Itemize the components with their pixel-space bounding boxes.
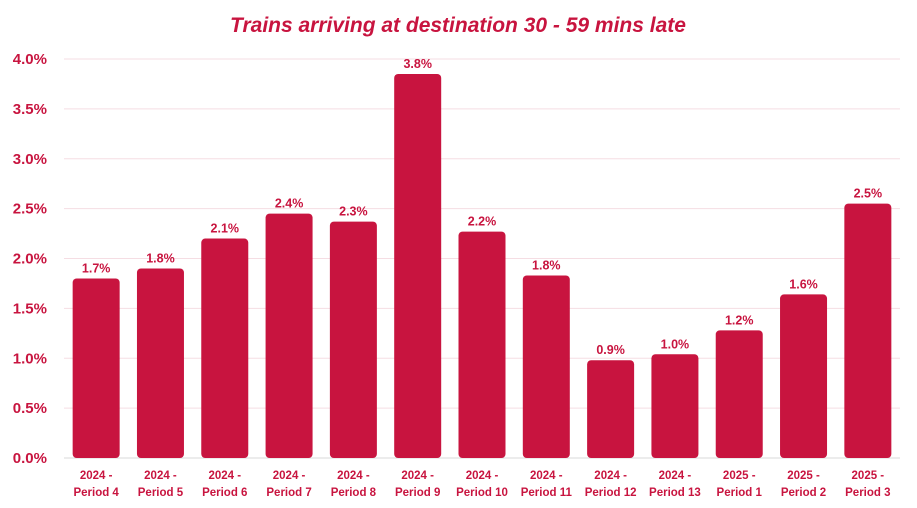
data-label: 1.2% [725, 313, 754, 327]
bar [265, 213, 313, 458]
bars [72, 73, 892, 459]
bar [136, 268, 184, 458]
bar [651, 354, 699, 458]
y-tick-label: 0.5% [13, 400, 47, 417]
data-label: 2.2% [468, 215, 497, 229]
x-tick-label: 2025 -Period 1 [717, 470, 763, 499]
bar [844, 203, 892, 458]
y-tick-label: 1.0% [13, 350, 47, 367]
x-tick-label: 2024 -Period 6 [202, 470, 247, 499]
y-tick-label: 4.0% [13, 51, 47, 68]
y-axis: 0.0% 0.5% 1.0% 1.5% 2.0% 2.5% 3.0% 3.5% 4.0% [13, 51, 47, 467]
x-tick-label: 2024 -Period 7 [266, 470, 311, 499]
y-tick-label: 2.5% [13, 201, 47, 218]
y-tick-label: 3.5% [13, 101, 47, 118]
x-tick-label: 2025 -Period 3 [845, 470, 890, 499]
bar [329, 221, 377, 458]
data-label: 2.4% [275, 197, 304, 211]
x-tick-label: 2024 -Period 4 [73, 470, 119, 499]
x-tick-label: 2024 -Period 5 [138, 470, 184, 499]
data-label: 2.1% [211, 222, 240, 236]
x-tick-label: 2024 -Period 9 [395, 470, 440, 499]
x-tick-label: 2024 -Period 10 [456, 470, 508, 499]
y-tick-label: 2.0% [13, 251, 47, 268]
data-label: 2.5% [854, 187, 883, 201]
x-tick-label: 2024 -Period 12 [585, 470, 637, 499]
data-label: 1.7% [82, 261, 111, 275]
x-axis: 2024 -Period 4 2024 -Period 5 2024 -Period… [73, 470, 890, 499]
data-label: 0.9% [596, 343, 625, 357]
y-tick-label: 0.0% [13, 450, 47, 467]
x-tick-label: 2024 -Period 11 [521, 470, 573, 499]
data-label: 1.8% [146, 251, 175, 265]
bar [201, 238, 249, 458]
data-label: 2.3% [339, 205, 368, 219]
bar [72, 278, 120, 458]
bar [587, 360, 635, 458]
bar [522, 275, 570, 458]
bar [715, 330, 763, 458]
x-tick-label: 2024 -Period 13 [649, 470, 701, 499]
data-labels: 1.7% 1.8% 2.1% 2.4% 2.3% 3.8% 2.2% 1.8% 0.9% 1.0%… [82, 57, 882, 357]
data-label: 3.8% [403, 57, 432, 71]
bar [458, 231, 506, 458]
x-tick-label: 2024 -Period 8 [331, 470, 377, 499]
data-label: 1.0% [661, 337, 690, 351]
y-tick-label: 3.0% [13, 151, 47, 168]
bar [780, 294, 828, 458]
x-tick-label: 2025 -Period 2 [781, 470, 826, 499]
chart-title: Trains arriving at destination 30 - 59 m… [230, 14, 686, 37]
data-label: 1.8% [532, 258, 561, 272]
bar [394, 73, 442, 459]
y-tick-label: 1.5% [13, 300, 47, 317]
data-label: 1.6% [789, 277, 818, 291]
